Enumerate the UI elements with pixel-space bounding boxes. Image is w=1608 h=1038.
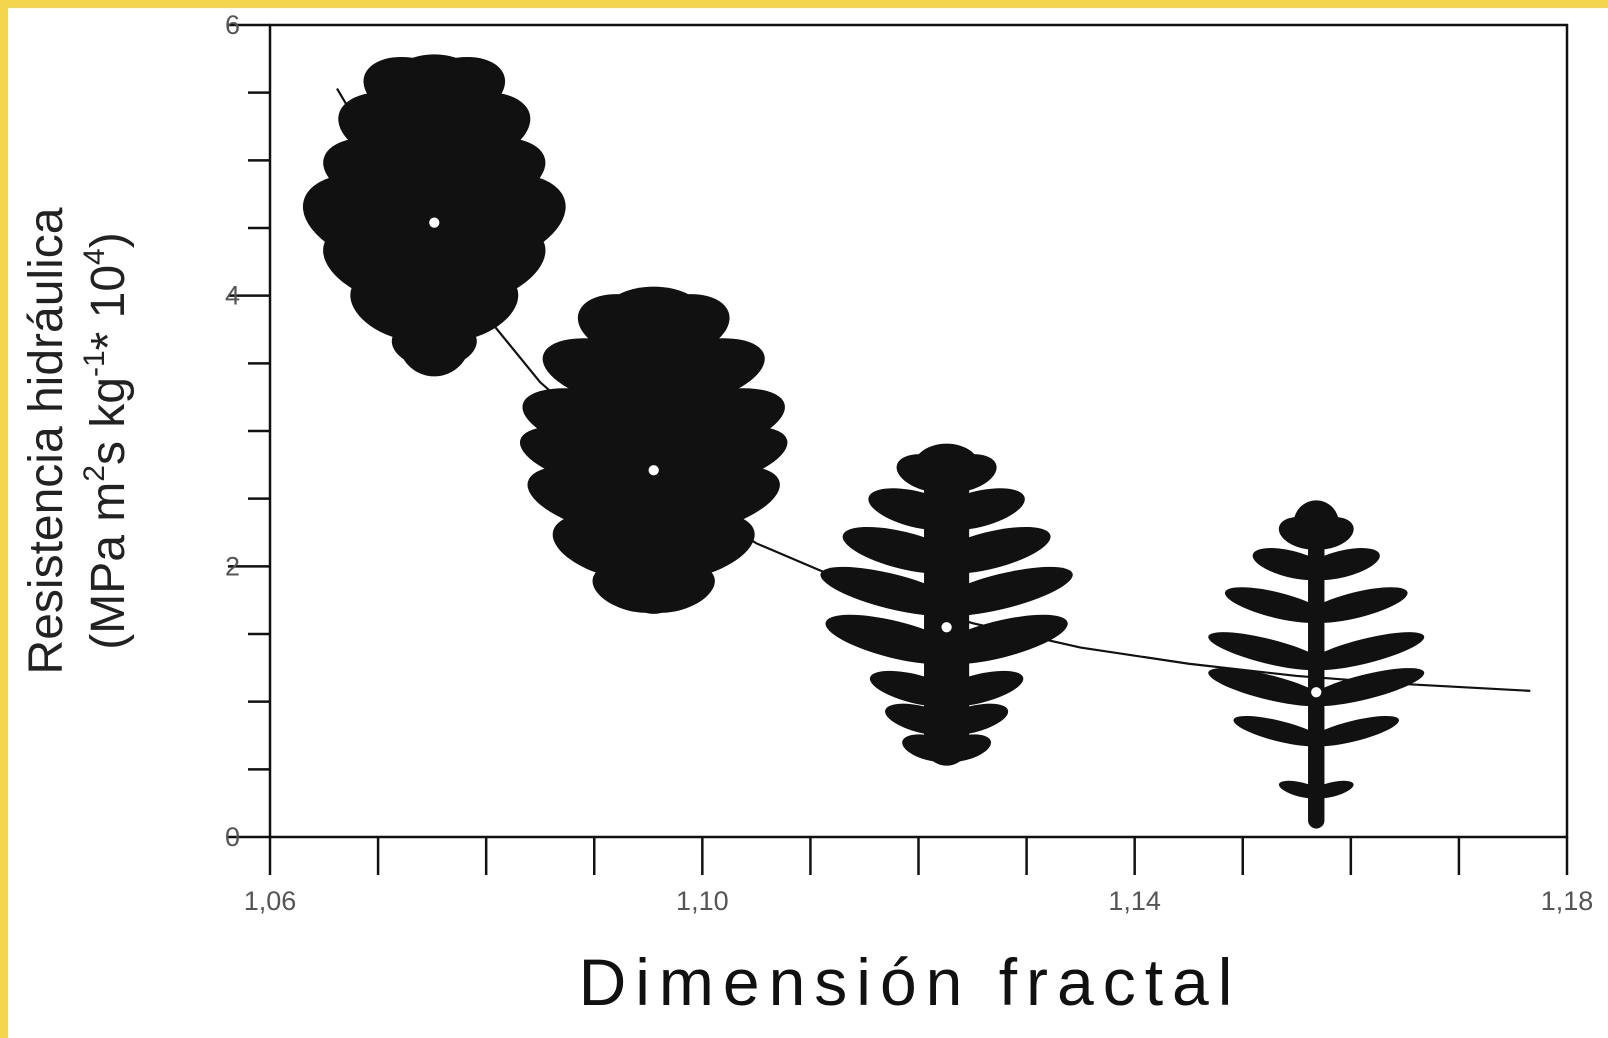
leaf-marker: [1208, 500, 1425, 829]
x-tick-label: 1,14: [1108, 886, 1161, 916]
background: [8, 8, 1608, 1038]
leaf-marker: [519, 286, 788, 614]
leaf-lobe: [414, 324, 477, 367]
leaf-lobe: [627, 426, 788, 494]
leaf-lobe: [1304, 587, 1408, 623]
leaf-lobe: [930, 614, 1068, 665]
y-axis-label-part: ): [82, 232, 135, 248]
leaf-lobe: [929, 526, 1051, 574]
leaf-lobe: [820, 566, 962, 616]
leaf-lobe: [933, 670, 1024, 707]
y-axis-label-part: 2: [78, 465, 111, 482]
leaf-lobe: [934, 734, 992, 763]
leaf-marker: [820, 443, 1073, 766]
leaf-lobe: [1208, 632, 1327, 671]
leaf-lobe: [1303, 547, 1380, 581]
leaf-lobe: [624, 513, 755, 582]
leaf-lobe: [929, 488, 1025, 531]
y-tick-label: 2: [225, 551, 240, 581]
leaf-lobe: [631, 563, 715, 613]
leaf-lobe: [931, 566, 1073, 616]
x-tick-label: 1,06: [244, 886, 297, 916]
point-dot: [1311, 687, 1322, 698]
leaf-lobe: [934, 703, 1009, 736]
y-axis-label-part: * 10: [82, 265, 135, 350]
leaf-lobe: [399, 266, 519, 343]
y-axis-label: Resistencia hidráulica: [20, 207, 73, 674]
y-axis-label-part: s kg: [82, 377, 135, 465]
y-axis-label: (MPa m2s kg-1* 104): [78, 232, 135, 649]
x-axis-label: Dimensión fractal: [579, 945, 1242, 1019]
point-dot: [648, 465, 659, 476]
y-axis-label-part: 4: [78, 248, 111, 265]
y-tick-label: 4: [225, 281, 240, 311]
point-dot: [429, 217, 440, 228]
y-tick-label: 0: [225, 822, 240, 852]
leaf-lobe: [825, 614, 964, 665]
leaf-lobe: [1305, 668, 1425, 707]
y-tick-label: 6: [225, 10, 240, 40]
x-tick-label: 1,10: [676, 886, 729, 916]
leaf-lobe: [1309, 780, 1354, 799]
leaf-lobe: [1301, 516, 1354, 550]
y-axis-label-part: (MPa m: [82, 482, 135, 650]
point-dot: [941, 622, 952, 633]
leaf-lobe: [1208, 668, 1327, 707]
leaf-lobe: [929, 454, 997, 493]
leaf-lobe: [1224, 587, 1328, 623]
leaf-marker: [302, 54, 566, 377]
leaf-lobe: [1233, 716, 1326, 747]
x-tick-label: 1,18: [1541, 886, 1594, 916]
leaf-lobe: [1305, 632, 1425, 671]
leaf-lobe: [1307, 716, 1400, 747]
y-axis-label-part: -1: [78, 350, 111, 377]
